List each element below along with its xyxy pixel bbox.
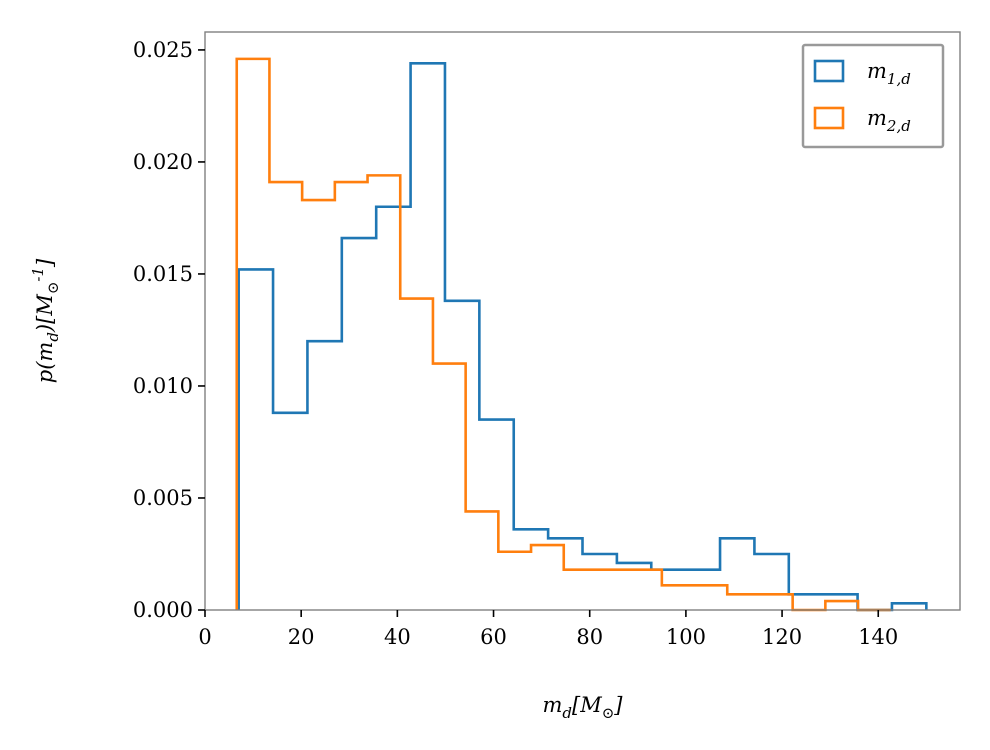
legend-label: m2,d [867,106,911,135]
x-tick-label: 140 [858,625,898,649]
histogram-bin [335,182,368,610]
x-tick-label: 60 [480,625,507,649]
legend: m1,d m2,d [801,43,945,149]
histogram-bin [400,299,433,610]
histogram-bin [727,594,760,610]
plot-area [204,31,961,612]
legend-frame [801,43,945,149]
histogram-bin [368,175,401,610]
y-axis-label: p(md​)[M⊙​-1​] [29,258,62,383]
y-tick-label: 0.000 [133,598,193,622]
y-axis: 0.000 0.005 0.010 0.015 0.020 0.025 [133,38,205,622]
histogram-bin [433,364,466,610]
y-tick-label: 0.010 [133,374,193,398]
histogram-bin [789,594,823,610]
series-line-2 [235,57,891,612]
y-tick-label: 0.015 [133,262,193,286]
histogram-bin [466,511,499,610]
x-tick-label: 0 [198,625,211,649]
histogram-bin [237,59,270,610]
histogram-bin [498,552,531,610]
legend-swatch [813,59,845,83]
histogram-bin [564,570,597,610]
plot-frame [204,31,961,611]
series-layer [235,57,928,612]
x-tick-label: 120 [762,625,802,649]
x-tick-label: 80 [576,625,603,649]
histogram-bin [760,594,793,610]
histogram-bin [825,601,858,610]
x-tick-label: 100 [666,625,706,649]
histogram-bin [302,200,335,610]
histogram-bin [269,182,302,610]
x-tick-label: 20 [288,625,315,649]
legend-swatch [813,106,845,130]
legend-items: m1,d m2,d [813,59,911,135]
histogram-bin [629,570,662,610]
histogram-bin [531,545,564,610]
y-tick-label: 0.025 [133,38,193,62]
x-tick-label: 40 [384,625,411,649]
histogram-bin [596,570,629,610]
y-tick-label: 0.020 [133,150,193,174]
x-axis-label: md​[M⊙​] [542,693,623,722]
series-line-1 [237,62,928,612]
histogram-bin [892,603,926,610]
x-axis: 0 20 40 60 80 100 120 140 [198,610,898,649]
histogram-bin [695,585,728,610]
legend-label: m1,d [867,59,911,88]
histogram-bin [662,585,695,610]
y-tick-label: 0.005 [133,486,193,510]
